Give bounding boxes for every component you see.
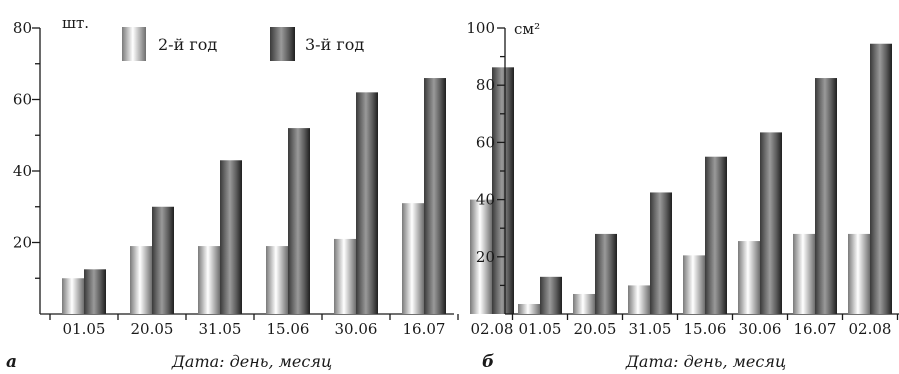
x-tick-label-a: 20.05	[131, 320, 174, 338]
bar-3rd-year-b-02.08	[870, 43, 892, 314]
bar-3rd-year-a-01.05	[84, 269, 106, 314]
bar-3rd-year-a-15.06	[288, 128, 310, 314]
x-tick-label-b: 31.05	[629, 320, 672, 338]
y-tick-label-b: 40	[476, 191, 495, 209]
y-tick-label-b: 80	[476, 76, 495, 94]
x-tick-label-b: 20.05	[574, 320, 617, 338]
bar-2nd-year-b-01.05	[518, 303, 540, 314]
y-tick-label-b: 100	[466, 19, 495, 37]
y-tick-label-a: 60	[13, 91, 32, 109]
bar-2nd-year-a-31.05	[198, 246, 220, 314]
bar-2nd-year-a-30.06	[334, 238, 356, 314]
y-tick-label-b: 60	[476, 133, 495, 151]
y-tick-label-a: 40	[13, 162, 32, 180]
x-tick-label-b: 16.07	[794, 320, 837, 338]
x-tick-label-a: 31.05	[199, 320, 242, 338]
bar-3rd-year-b-16.07	[815, 78, 837, 314]
bar-2nd-year-b-20.05	[573, 293, 595, 314]
chart-panel-a: 20 40 60 80 01.05 20.05 31.05 15.06 30.06 16.07 02…	[13, 19, 514, 338]
x-tick-label-b: 02.08	[849, 320, 892, 338]
unit-label-b: см²	[514, 20, 540, 38]
bar-2nd-year-a-01.05	[62, 278, 84, 314]
bar-3rd-year-a-20.05	[152, 206, 174, 314]
bar-2nd-year-b-30.06	[738, 241, 760, 314]
x-tick-label-a: 02.08	[471, 320, 514, 338]
x-axis-title-b: Дата: день, месяц	[625, 352, 786, 371]
bar-2nd-year-b-15.06	[683, 255, 705, 314]
bar-3rd-year-b-15.06	[705, 156, 727, 314]
bar-3rd-year-a-31.05	[220, 160, 242, 314]
panel-label-a: а	[6, 352, 17, 372]
bar-3rd-year-b-30.06	[760, 132, 782, 314]
bar-2nd-year-b-02.08	[848, 233, 870, 314]
x-axis-title-a: Дата: день, месяц	[171, 352, 332, 371]
x-tick-label-b: 15.06	[684, 320, 727, 338]
bar-3rd-year-a-16.07	[424, 78, 446, 314]
unit-label-a: шт.	[62, 14, 89, 32]
bar-3rd-year-a-02.08	[492, 67, 514, 314]
x-tick-label-a: 30.06	[335, 320, 378, 338]
bar-2nd-year-a-02.08	[470, 199, 492, 314]
legend-label-2nd-year: 2-й год	[158, 35, 217, 54]
x-tick-label-a: 01.05	[63, 320, 106, 338]
legend-swatch-3rd-year	[270, 27, 295, 61]
y-tick-label-a: 20	[13, 234, 32, 252]
bar-2nd-year-b-16.07	[793, 233, 815, 314]
bar-2nd-year-b-31.05	[628, 285, 650, 314]
panel-label-b: б	[482, 352, 494, 372]
x-tick-label-a: 15.06	[267, 320, 310, 338]
bar-2nd-year-a-16.07	[402, 203, 424, 314]
x-tick-label-b: 01.05	[519, 320, 562, 338]
x-tick-label-b: 30.06	[739, 320, 782, 338]
chart-panel-b: 20 40 60 80 100 01.05 20.05 31.05 15.06 30.06 16.0…	[466, 19, 899, 338]
y-tick-label-b: 20	[476, 248, 495, 266]
y-tick-label-a: 80	[13, 19, 32, 37]
x-tick-label-a: 16.07	[403, 320, 446, 338]
bar-3rd-year-b-31.05	[650, 192, 672, 314]
bar-2nd-year-a-20.05	[130, 246, 152, 314]
bar-3rd-year-b-01.05	[540, 276, 562, 314]
legend-swatch-2nd-year	[122, 27, 146, 61]
bar-2nd-year-a-15.06	[266, 246, 288, 314]
bar-3rd-year-b-20.05	[595, 233, 617, 314]
bar-3rd-year-a-30.06	[356, 92, 378, 314]
legend-label-3rd-year: 3-й год	[305, 35, 364, 54]
